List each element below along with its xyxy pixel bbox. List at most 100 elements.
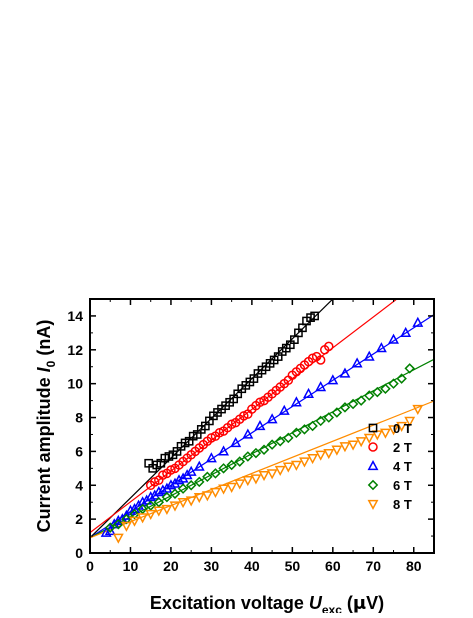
data-point xyxy=(307,454,319,465)
data-point xyxy=(165,479,177,490)
data-point xyxy=(113,518,124,530)
x-tick-label: 10 xyxy=(123,558,139,574)
data-point xyxy=(185,480,197,491)
data-point xyxy=(339,367,351,378)
series-0t xyxy=(144,311,319,473)
data-point xyxy=(218,445,230,456)
data-point xyxy=(303,387,314,398)
data-point xyxy=(339,442,351,453)
data-point xyxy=(210,487,221,499)
data-point xyxy=(324,341,334,352)
fit-line-2t xyxy=(90,299,398,534)
series-2t xyxy=(145,341,334,491)
data-point xyxy=(278,404,290,415)
data-point xyxy=(315,450,327,461)
y-axis-label-main: Current amplitude xyxy=(34,372,54,532)
data-point xyxy=(274,465,286,477)
data-point xyxy=(347,440,359,451)
data-point xyxy=(310,311,319,321)
data-point xyxy=(210,468,221,479)
data-point xyxy=(258,444,270,455)
legend-label: 4 T xyxy=(393,459,412,474)
x-tick-label: 20 xyxy=(163,558,179,574)
data-point xyxy=(145,509,157,521)
data-point xyxy=(404,416,416,427)
y-axis-label-var: I xyxy=(34,366,54,372)
data-point xyxy=(412,316,424,327)
data-point xyxy=(363,390,375,401)
x-axis-label-main: Excitation voltage xyxy=(150,593,309,613)
legend-label: 8 T xyxy=(393,497,412,512)
data-point xyxy=(299,424,310,435)
x-tick-label: 60 xyxy=(325,558,341,574)
y-tick-label: 6 xyxy=(75,443,83,459)
data-point xyxy=(161,504,173,515)
legend-label: 0 T xyxy=(393,421,412,436)
data-point xyxy=(234,479,246,490)
data-point xyxy=(250,447,262,459)
data-point xyxy=(379,428,391,439)
data-point xyxy=(355,437,367,448)
data-point xyxy=(242,476,254,487)
legend-marker xyxy=(367,499,379,510)
data-point xyxy=(185,496,197,507)
data-point xyxy=(266,413,278,424)
data-point xyxy=(242,451,254,462)
data-point xyxy=(218,484,230,495)
data-point xyxy=(396,373,407,384)
y-tick-label: 12 xyxy=(67,342,83,358)
data-point xyxy=(380,383,391,395)
fit-line-8t xyxy=(90,400,434,539)
data-markers xyxy=(100,311,424,544)
data-point xyxy=(299,457,310,468)
data-point xyxy=(400,326,412,338)
legend-marker xyxy=(368,442,378,452)
legend-label: 2 T xyxy=(393,440,412,455)
series-4t xyxy=(100,316,424,537)
x-axis-label-unit-open: ( xyxy=(342,593,353,613)
data-point xyxy=(137,513,149,524)
data-point xyxy=(194,476,205,488)
y-tick-label: 8 xyxy=(75,410,83,426)
data-point xyxy=(283,432,294,444)
y-tick-label: 10 xyxy=(67,376,83,392)
data-point xyxy=(129,516,140,527)
data-point xyxy=(339,402,351,413)
data-point xyxy=(327,374,339,385)
data-point xyxy=(137,503,148,515)
data-point xyxy=(282,462,294,473)
data-point xyxy=(363,433,375,444)
data-point xyxy=(153,496,165,508)
data-point xyxy=(347,398,359,410)
data-point xyxy=(331,407,343,418)
data-point xyxy=(266,469,278,480)
data-point xyxy=(412,404,424,416)
data-point xyxy=(331,445,343,456)
x-axis-label-unit-mu: μ xyxy=(353,593,366,613)
legend: 0 T 2 T 4 T 6 T 8 T xyxy=(367,421,412,512)
data-point xyxy=(230,436,242,448)
data-point xyxy=(112,533,124,544)
data-point xyxy=(202,471,213,483)
data-point xyxy=(173,474,185,485)
data-point xyxy=(177,483,189,494)
data-point xyxy=(315,355,326,365)
data-point xyxy=(315,415,326,427)
data-point xyxy=(201,491,213,502)
data-point xyxy=(193,460,205,471)
data-point xyxy=(396,421,408,432)
data-point xyxy=(169,501,181,512)
data-point xyxy=(388,333,399,344)
data-point xyxy=(307,420,318,432)
y-tick-label: 2 xyxy=(75,511,83,527)
x-tick-label: 50 xyxy=(285,558,301,574)
x-axis-label-sub: exc xyxy=(322,603,342,613)
y-tick-label: 4 xyxy=(75,477,83,493)
data-point xyxy=(375,342,387,353)
data-point xyxy=(112,514,124,525)
data-point xyxy=(104,522,116,533)
data-point xyxy=(129,508,140,520)
data-point xyxy=(363,350,375,361)
y-axis-label-sub: 0 xyxy=(44,360,58,367)
